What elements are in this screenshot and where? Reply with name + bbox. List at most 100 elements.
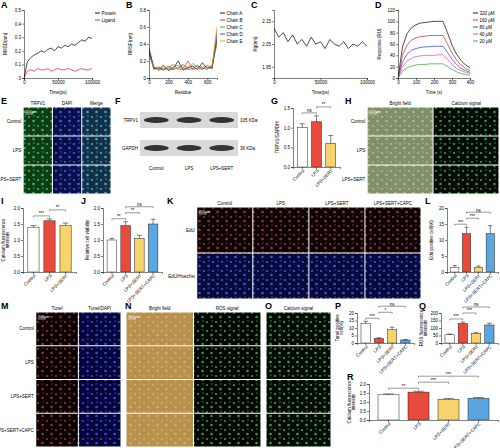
- series-line: [149, 36, 217, 71]
- error-bar: [464, 227, 468, 233]
- significance: ns: [126, 202, 153, 208]
- column-label: Calcium signal: [451, 101, 480, 106]
- tick-label: Control: [23, 273, 37, 287]
- error-cap: [413, 391, 424, 392]
- tick: 1.5: [284, 106, 293, 111]
- tick-mark: [355, 321, 357, 322]
- plot-area: [24, 37, 92, 78]
- tick: Control: [439, 343, 453, 358]
- tick-label: Control: [444, 273, 458, 287]
- series-line: [149, 31, 217, 69]
- bar: [326, 143, 336, 167]
- error-cap: [464, 227, 468, 228]
- micrograph: [197, 208, 252, 253]
- tick: 1.0: [94, 238, 103, 243]
- legend-swatch: [473, 27, 478, 28]
- tick-mark: [439, 313, 441, 314]
- legend-swatch: [473, 34, 478, 35]
- tick: 0.0: [14, 270, 23, 275]
- error-cap: [137, 235, 142, 236]
- tick: 0.5: [15, 8, 24, 13]
- tick: 0.6: [140, 25, 149, 30]
- panel: GControlLPSLPS+SERT0.00.51.01.5TRPV1/GAP…: [271, 96, 341, 188]
- y-axis-title: Tunel positivecell(%): [335, 314, 345, 342]
- band: [177, 145, 202, 151]
- significance: **: [317, 102, 331, 108]
- tick: 120: [387, 8, 398, 13]
- tick: 200: [431, 78, 439, 85]
- tick-mark: [22, 64, 24, 65]
- axis-line: [22, 11, 25, 79]
- tick: LPS+SERT+CAPC: [451, 420, 482, 448]
- micrograph: [82, 166, 110, 194]
- micrograph: [267, 414, 331, 447]
- tick-mark: [272, 21, 274, 22]
- tick: 1.95: [262, 65, 274, 70]
- micrograph: [368, 108, 433, 136]
- tick: 1.0: [14, 238, 23, 243]
- error-cap: [453, 265, 457, 266]
- tick-label: 10: [349, 326, 355, 331]
- legend-label: Chain E: [227, 39, 243, 44]
- row-label: LPS+SERT: [342, 177, 365, 182]
- error-cap: [487, 323, 492, 324]
- sig-label: ***: [458, 220, 464, 225]
- tick: 5: [351, 333, 357, 338]
- legend-label: 160 μM: [480, 18, 495, 23]
- tick: Control: [444, 272, 458, 287]
- tick-label: 200: [431, 80, 439, 85]
- tick: Control: [292, 167, 306, 182]
- tick: 100: [387, 19, 398, 24]
- tick: LPS: [457, 343, 467, 354]
- x-axis-title: Residue: [175, 90, 192, 95]
- tick-mark: [396, 10, 398, 11]
- row-label: Control: [7, 119, 22, 124]
- y-axis-title: Relative cell viability: [85, 219, 90, 260]
- panel-label: N: [125, 301, 132, 311]
- bar: [474, 267, 482, 272]
- sig-label: **: [402, 384, 406, 389]
- band-label: TRPV1: [123, 118, 138, 123]
- bar: [462, 234, 470, 272]
- x-axis: 0100200300400: [397, 78, 475, 85]
- tick-label: 40: [390, 53, 396, 58]
- blot-strip: [140, 140, 238, 156]
- tick-label: 0: [23, 80, 26, 85]
- x-axis: ControlLPSLPS+SERTLPS+SERT+CAPC: [101, 272, 162, 304]
- scale-bar-label: 200μm: [199, 210, 211, 214]
- error-stem: [125, 222, 126, 226]
- significance: **: [50, 205, 66, 211]
- plot-area: [28, 219, 71, 272]
- tick: 50: [433, 333, 441, 338]
- x-axis: 0200400600: [148, 78, 217, 85]
- panel-label: C: [251, 0, 258, 10]
- tick: 0: [435, 341, 441, 346]
- tick-label: 100000: [360, 80, 376, 85]
- micrograph: [82, 108, 110, 136]
- bar: [135, 238, 145, 272]
- error-stem: [49, 219, 50, 221]
- tick-label: 60: [390, 42, 396, 47]
- bar: [107, 240, 117, 272]
- micrograph: [365, 254, 420, 299]
- micrograph: [79, 380, 121, 413]
- tick: 0: [18, 76, 24, 81]
- panel-label: K: [167, 196, 174, 206]
- tick-mark: [147, 78, 149, 79]
- sig-label: ns: [476, 208, 482, 213]
- tick-label: 0: [435, 341, 438, 346]
- tick: 0: [23, 78, 26, 85]
- tick: Control: [101, 272, 115, 287]
- lane-label: LPS+SERT: [210, 166, 233, 171]
- tick-label: 0: [351, 341, 354, 346]
- tick-mark: [396, 67, 398, 68]
- significance: ns: [302, 108, 316, 114]
- micrograph: [197, 254, 252, 299]
- x-axis: ControlLPSLPS+SERTLPS+SERT+CAPC: [444, 272, 498, 304]
- micrograph: [36, 414, 78, 447]
- micrograph: [267, 313, 331, 346]
- error-cap: [31, 225, 37, 226]
- series-line: [24, 37, 92, 78]
- panel: KControlLPSLPS+SERTLPS+SERT+CAPCEdUEdU/H…: [167, 196, 421, 299]
- bar: [486, 234, 494, 272]
